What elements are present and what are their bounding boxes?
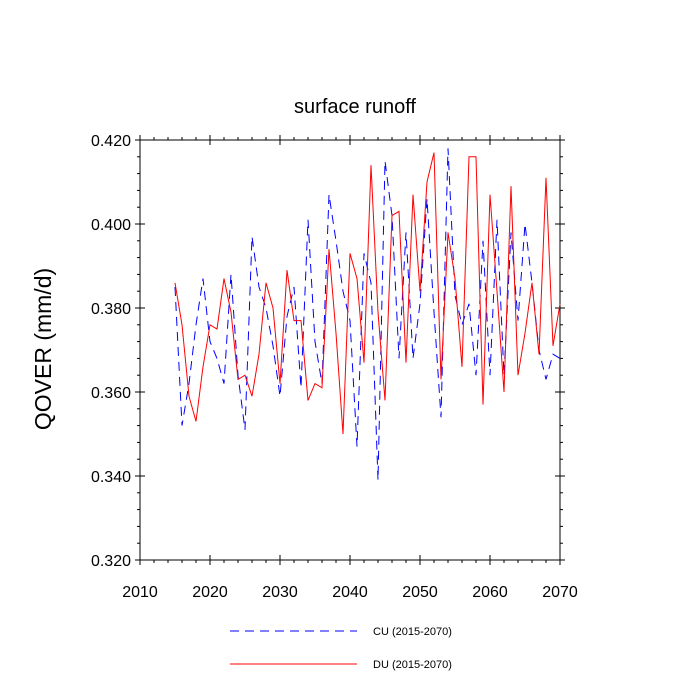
y-tick-label: 0.420: [91, 133, 131, 150]
plot-frame: [139, 139, 561, 561]
x-tick-label: 2070: [542, 584, 578, 601]
x-tick-label: 2060: [472, 584, 508, 601]
axis-ticks: [135, 135, 565, 565]
x-tick-label: 2050: [402, 584, 438, 601]
x-tick-label: 2040: [332, 584, 368, 601]
x-tick-label: 2010: [122, 584, 158, 601]
y-tick-label: 0.340: [91, 469, 131, 486]
chart-title: surface runoff: [294, 96, 416, 118]
y-tick-label: 0.380: [91, 301, 131, 318]
legend-label: DU (2015-2070): [373, 659, 452, 671]
series-line-cu: [174, 148, 561, 481]
legend: CU (2015-2070) DU (2015-2070): [230, 626, 452, 671]
y-axis-label: QOVER (mm/d): [30, 268, 56, 430]
y-tick-label: 0.360: [91, 385, 131, 402]
x-tick-label: 2030: [262, 584, 298, 601]
legend-label: CU (2015-2070): [373, 626, 452, 638]
y-tick-label: 0.400: [91, 217, 131, 234]
x-tick-label: 2020: [192, 584, 228, 601]
axis-tick-labels: 2010 2020 2030 2040 2050 2060 2070 0.320 0.340 0.…: [91, 133, 578, 601]
y-tick-label: 0.320: [91, 553, 131, 570]
series-layer: [174, 148, 561, 481]
series-line-du: [174, 152, 561, 435]
